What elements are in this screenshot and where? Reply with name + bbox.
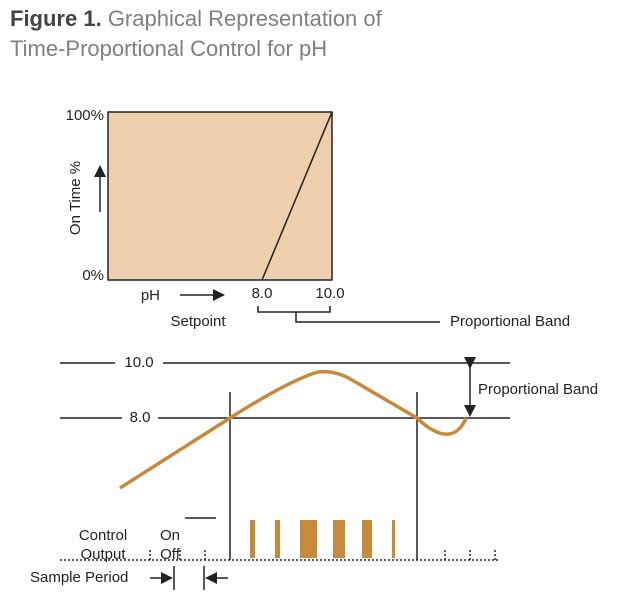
title: Figure 1. Graphical Representation of xyxy=(10,6,383,31)
upper-level: 10.0 xyxy=(124,354,153,371)
band-label: Proportional Band xyxy=(478,381,598,398)
control-line xyxy=(261,111,333,281)
plot-box xyxy=(107,111,333,281)
bracket xyxy=(257,306,440,323)
output-label: Output xyxy=(80,546,126,563)
x-axis-label: pH xyxy=(141,287,160,304)
on-label: On xyxy=(160,527,180,544)
y-bottom: 0% xyxy=(82,267,104,284)
y-axis-label: On Time % xyxy=(67,161,84,235)
sample-period: Sample Period xyxy=(30,569,128,586)
lower-level: 8.0 xyxy=(130,409,151,426)
figure-label: Figure 1. xyxy=(10,6,102,31)
pulse xyxy=(300,520,317,558)
pulse xyxy=(275,520,280,558)
title-line2: Time-Proportional Control for pH xyxy=(10,36,327,61)
y-top: 100% xyxy=(66,107,104,124)
band-label: Proportional Band xyxy=(450,313,570,330)
ph-curve xyxy=(119,369,468,490)
pulse xyxy=(250,520,255,558)
max-value: 10.0 xyxy=(315,285,344,302)
time-axis xyxy=(60,550,500,561)
off-label: Off xyxy=(160,546,181,563)
pulse xyxy=(392,520,395,558)
title-line1: Graphical Representation of xyxy=(108,6,383,31)
pulse xyxy=(333,520,345,558)
setpoint-label: Setpoint xyxy=(170,313,226,330)
setpoint-value: 8.0 xyxy=(252,285,273,302)
output-label: Control xyxy=(79,527,127,544)
pulse xyxy=(362,520,372,558)
